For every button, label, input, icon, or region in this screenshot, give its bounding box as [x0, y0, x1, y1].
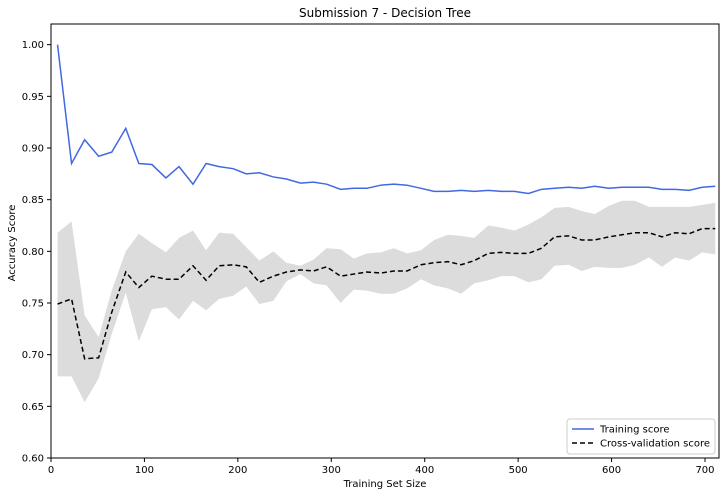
y-tick-label: 0.95 — [22, 92, 44, 103]
y-tick-label: 0.90 — [22, 144, 44, 155]
x-tick-label: 100 — [135, 465, 154, 476]
y-tick-label: 0.80 — [22, 247, 44, 258]
chart-legend: Training score Cross-validation score — [566, 418, 716, 455]
legend-label: Cross-validation score — [600, 439, 710, 450]
y-tick-label: 0.60 — [22, 454, 44, 465]
y-tick-label: 0.85 — [22, 195, 44, 206]
chart-title: Submission 7 - Decision Tree — [299, 6, 471, 20]
legend-label: Training score — [599, 425, 670, 436]
x-axis-ticks: 0 100 200 300 400 500 600 700 — [48, 458, 715, 476]
y-tick-label: 0.75 — [22, 299, 44, 310]
y-tick-label: 1.00 — [22, 40, 44, 51]
x-tick-label: 400 — [415, 465, 434, 476]
plot-frame — [50, 23, 720, 459]
y-axis-title: Accuracy Score — [7, 205, 18, 282]
y-tick-label: 0.65 — [22, 402, 44, 413]
y-tick-label: 0.70 — [22, 350, 44, 361]
cv-std-band-layer — [57, 200, 716, 403]
legend-box — [566, 418, 716, 455]
x-tick-label: 500 — [509, 465, 528, 476]
cv-std-band — [57, 200, 716, 403]
x-tick-label: 600 — [602, 465, 621, 476]
training-score-line — [56, 44, 716, 195]
cross-validation-score-line — [57, 227, 716, 360]
x-tick-label: 0 — [48, 465, 54, 476]
series-lines-layer — [56, 44, 716, 360]
x-axis-title: Training Set Size — [343, 479, 427, 490]
x-tick-label: 700 — [695, 465, 714, 476]
y-axis-ticks: 0.60 0.65 0.70 0.75 0.80 0.85 0.90 0.95 1.00 — [22, 40, 51, 465]
x-tick-label: 300 — [322, 465, 341, 476]
x-tick-label: 200 — [228, 465, 247, 476]
